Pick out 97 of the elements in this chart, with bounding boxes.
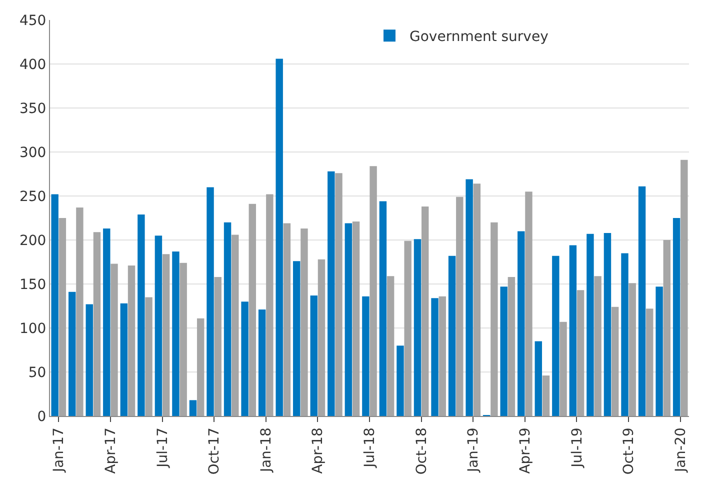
bar xyxy=(276,58,283,416)
bar xyxy=(448,256,456,416)
bar xyxy=(51,194,58,416)
x-tick-label: Jul-19 xyxy=(569,428,586,468)
bar xyxy=(466,179,473,416)
x-tick-label: Jan-17 xyxy=(51,428,68,474)
bar xyxy=(431,298,438,416)
y-tick-label: 200 xyxy=(19,232,46,249)
x-tick-label: Oct-17 xyxy=(206,428,223,475)
bar xyxy=(473,184,481,416)
bar xyxy=(656,286,663,416)
y-tick-label: 450 xyxy=(19,12,46,29)
bar xyxy=(422,206,429,416)
bar xyxy=(206,187,214,416)
bar xyxy=(232,234,239,416)
bar xyxy=(310,295,318,416)
bar xyxy=(266,194,274,416)
bar xyxy=(525,192,532,416)
y-tick-label: 100 xyxy=(19,320,46,337)
bar xyxy=(128,266,136,416)
bar xyxy=(58,218,66,416)
x-tick-label: Jan-18 xyxy=(258,428,274,474)
x-tick-label: Jul-18 xyxy=(362,428,378,468)
legend-label: Government survey xyxy=(410,29,548,46)
bar xyxy=(120,303,128,416)
bar xyxy=(344,223,352,416)
x-tick-label: Jan-19 xyxy=(466,428,482,474)
y-tick-label: 400 xyxy=(19,56,46,73)
bar xyxy=(103,228,110,416)
bar xyxy=(628,283,636,416)
bar xyxy=(680,160,688,416)
bar xyxy=(456,196,464,416)
bar xyxy=(145,297,152,416)
bar xyxy=(293,261,300,416)
bar xyxy=(110,264,118,416)
y-tick-label: 50 xyxy=(28,364,46,381)
bar xyxy=(370,166,377,416)
bar xyxy=(490,222,498,416)
bar xyxy=(352,222,360,416)
bar xyxy=(300,228,308,416)
bar xyxy=(241,302,248,416)
y-tick-label: 350 xyxy=(19,100,46,117)
bar xyxy=(68,292,76,416)
bar xyxy=(328,171,335,416)
bar xyxy=(362,296,370,416)
bar xyxy=(76,207,84,416)
bar xyxy=(542,376,550,416)
bar xyxy=(646,308,654,416)
bar xyxy=(586,234,594,416)
bar xyxy=(638,186,646,416)
bar xyxy=(93,232,101,416)
x-tick-label: Oct-18 xyxy=(414,428,430,475)
bar xyxy=(258,310,266,416)
y-tick-label: 150 xyxy=(19,276,46,293)
bar xyxy=(534,341,542,416)
bar xyxy=(196,318,204,416)
y-tick-label: 300 xyxy=(19,144,46,161)
bar xyxy=(604,232,612,416)
bar xyxy=(672,218,680,416)
bar xyxy=(552,256,560,416)
x-tick-label: Jul-17 xyxy=(154,428,171,468)
bar xyxy=(621,253,628,416)
x-tick-label: Apr-17 xyxy=(103,428,119,474)
x-tick-label: Oct-19 xyxy=(621,428,638,475)
bar xyxy=(560,322,567,416)
bar xyxy=(663,240,670,416)
bar xyxy=(518,231,525,416)
bar xyxy=(414,239,422,416)
bar xyxy=(508,276,516,416)
bar xyxy=(611,306,619,416)
bar xyxy=(189,400,197,416)
bar xyxy=(248,204,256,416)
bar xyxy=(335,173,342,416)
bar xyxy=(569,245,577,416)
bar xyxy=(318,259,326,416)
bar xyxy=(396,346,404,416)
bar xyxy=(379,201,387,416)
bar xyxy=(500,286,508,416)
bar xyxy=(576,290,584,416)
x-tick-label: Jan-20 xyxy=(672,428,689,474)
bar xyxy=(438,296,446,416)
bar xyxy=(404,240,412,416)
bar xyxy=(154,236,162,416)
bar xyxy=(214,276,222,416)
bar xyxy=(283,223,291,416)
bar xyxy=(224,222,232,416)
bar xyxy=(86,304,93,416)
bar xyxy=(162,254,170,416)
bar xyxy=(386,276,394,416)
bar xyxy=(172,251,180,416)
x-tick-label: Apr-18 xyxy=(310,428,326,474)
bar xyxy=(138,214,145,416)
bar xyxy=(180,262,187,416)
y-tick-label: 0 xyxy=(37,408,46,425)
bar xyxy=(594,276,602,416)
x-tick-label: Apr-19 xyxy=(517,428,534,474)
y-tick-label: 250 xyxy=(19,188,46,205)
